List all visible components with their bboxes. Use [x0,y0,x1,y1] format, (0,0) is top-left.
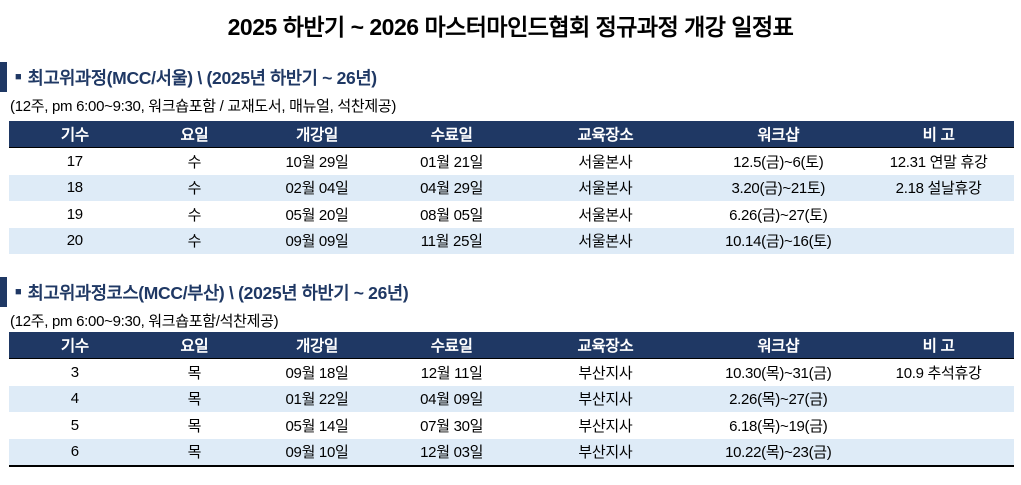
heading-accent-bar [0,277,7,307]
table-cell: 08월 05일 [420,206,484,224]
header-row: 기수 요일 개강일 수료일 교육장소 워크샵 비 고 [9,121,1014,148]
table-cell: 2.26(목)~27(금) [729,391,828,409]
table-cell: 목 [187,444,202,462]
table-cell: 19 [66,205,83,223]
table-cell [863,412,1014,439]
page-title: 2025 하반기 ~ 2026 마스터마인드협회 정규과정 개강 일정표 [227,14,794,40]
heading-accent-bar [0,62,7,92]
table-cell: 10.30(목)~31(금) [725,364,832,382]
table-row: 5 목 05월 14일 07월 30일 부산지사 6.18(목)~19(금) [9,412,1014,439]
table-cell: 05월 20일 [285,206,349,224]
table-cell [863,386,1014,413]
table-cell: 12.5(금)~6(토) [733,153,824,171]
section-heading-seoul: ■ 최고위과정(MCC/서울) \ (2025년 하반기 ~ 26년) [0,62,377,92]
table-cell: 11월 25일 [420,233,483,251]
table-row: 3 목 09월 18일 12월 11일 부산지사 10.30(목)~31(금) 10.9 추… [9,359,1014,386]
table-cell: 10.22(목)~23(금) [725,444,832,462]
column-header: 수료일 [385,121,518,148]
table-cell: 01월 22일 [285,391,349,409]
table-cell: 09월 18일 [285,364,349,382]
table-cell: 12.31 연말 휴강 [889,153,988,171]
table-cell: 3 [70,363,79,381]
table-cell: 부산지사 [578,364,633,382]
table-cell: 10.14(금)~16(토) [725,233,832,251]
square-bullet-icon: ■ [15,286,22,298]
table-row: 4 목 01월 22일 04월 09일 부산지사 2.26(목)~27(금) [9,385,1014,413]
column-header: 개강일 [248,332,386,359]
table-cell: 10월 29일 [285,153,349,171]
table-cell: 5 [70,416,79,434]
square-bullet-icon: ■ [15,71,22,83]
table-row: 20 수 09월 09일 11월 25일 서울본사 10.14(금)~16(토) [9,227,1014,255]
table-cell: 18 [66,179,83,197]
table-cell: 20 [66,232,83,250]
table-cell: 목 [187,391,202,409]
table-row: 19 수 05월 20일 08월 05일 서울본사 6.26(금)~27(토) [9,201,1014,228]
table-cell: 04월 29일 [420,180,484,198]
table-cell: 서울본사 [578,206,633,224]
table-cell: 6.18(목)~19(금) [729,417,828,435]
table-cell: 목 [187,364,202,382]
table-cell: 05월 14일 [285,417,349,435]
table-cell: 목 [187,417,202,435]
table-cell: 3.20(금)~21토) [731,180,826,198]
table-cell: 6.26(금)~27(토) [729,206,828,224]
column-header: 워크샵 [693,332,864,359]
table-cell: 02월 04일 [285,180,349,198]
table-cell: 서울본사 [578,153,633,171]
table-cell: 수 [187,153,202,171]
table-cell: 2.18 설날휴강 [895,180,982,198]
schedule-table-seoul: 기수 요일 개강일 수료일 교육장소 워크샵 비 고 17 수 10월 29일 01월 21일 서울… [9,121,1014,254]
table-cell: 09월 09일 [285,233,349,251]
table-cell: 09월 10일 [285,444,349,462]
column-header: 수료일 [385,332,518,359]
table-cell: 07월 30일 [420,417,484,435]
table-cell: 수 [187,206,202,224]
column-header: 비 고 [863,121,1014,148]
table-row: 18 수 02월 04일 04월 29일 서울본사 3.20(금)~21토) 2.18 설날… [9,174,1014,201]
table-cell: 수 [187,180,202,198]
table-cell [863,439,1014,467]
column-header: 교육장소 [517,332,694,359]
section-heading-busan: ■ 최고위과정코스(MCC/부산) \ (2025년 하반기 ~ 26년) [0,277,409,307]
column-header: 비 고 [863,332,1014,359]
header-row: 기수 요일 개강일 수료일 교육장소 워크샵 비 고 [9,332,1014,359]
section-subtitle: (12주, pm 6:00~9:30, 워크숍포함/석찬제공) [10,313,279,330]
table-cell: 6 [70,443,79,461]
table-cell: 01월 21일 [420,153,484,171]
table-cell: 4 [70,390,79,408]
table-row: 17 수 10월 29일 01월 21일 서울본사 12.5(금)~6(토) 12.31 연… [9,148,1014,175]
column-header: 기수 [9,332,141,359]
table-cell: 서울본사 [578,233,633,251]
table-cell: 10.9 추석휴강 [895,364,982,382]
column-header: 요일 [140,332,249,359]
table-cell: 서울본사 [578,180,633,198]
section-heading-label: 최고위과정코스(MCC/부산) \ (2025년 하반기 ~ 26년) [27,282,409,303]
column-header: 요일 [140,121,249,148]
column-header: 개강일 [248,121,386,148]
column-header: 교육장소 [517,121,694,148]
table-cell: 12월 03일 [420,444,484,462]
table-cell: 부산지사 [578,444,633,462]
column-header: 기수 [9,121,141,148]
table-cell: 04월 09일 [420,391,484,409]
table-cell: 17 [66,152,83,170]
table-row: 6 목 09월 10일 12월 03일 부산지사 10.22(목)~23(금) [9,438,1014,467]
table-cell: 부산지사 [578,391,633,409]
schedule-table-busan: 기수 요일 개강일 수료일 교육장소 워크샵 비 고 3 목 09월 18일 12월 11일 부산지… [9,332,1014,467]
table-cell: 수 [187,233,202,251]
table-cell [863,228,1014,255]
section-subtitle: (12주, pm 6:00~9:30, 워크숍포함 / 교재도서, 매뉴얼, 석… [10,98,397,115]
column-header: 워크샵 [693,121,864,148]
table-cell: 부산지사 [578,417,633,435]
section-heading-label: 최고위과정(MCC/서울) \ (2025년 하반기 ~ 26년) [27,67,377,88]
table-cell: 12월 11일 [420,364,483,382]
table-cell [863,201,1014,228]
